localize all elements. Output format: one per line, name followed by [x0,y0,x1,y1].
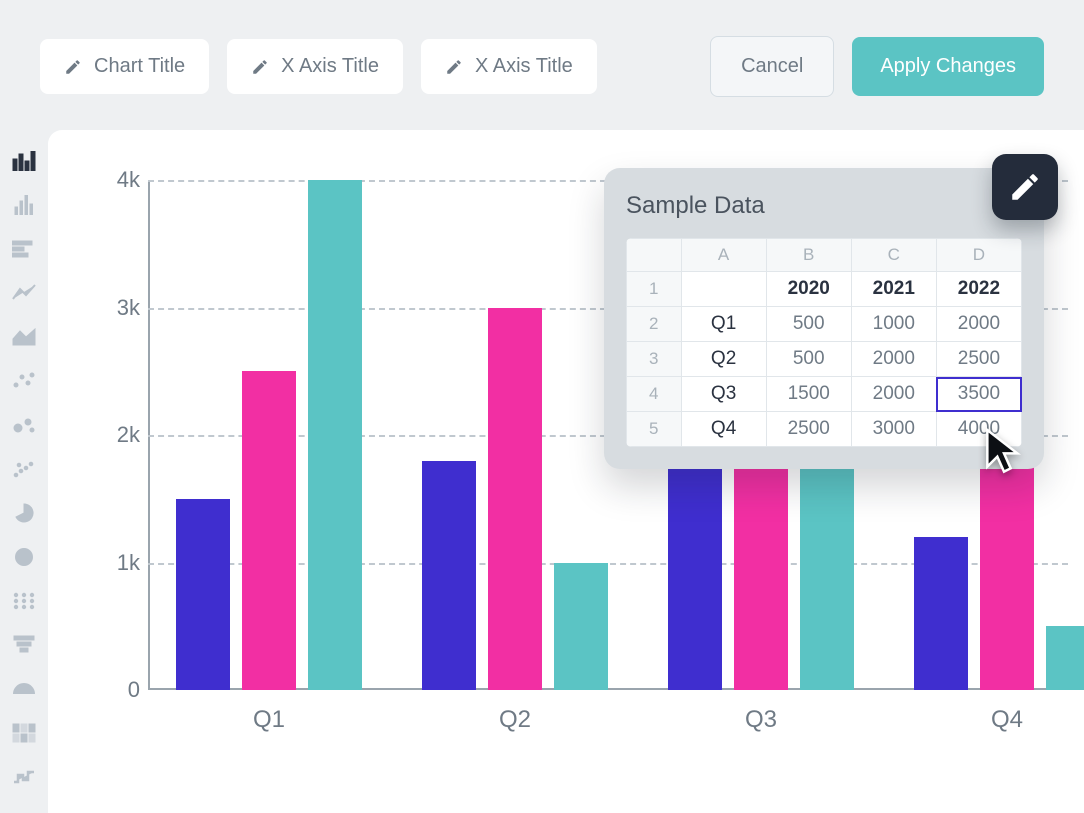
grid-icon[interactable] [10,590,38,612]
cell[interactable]: Q4 [681,412,766,447]
bubble-icon[interactable] [10,414,38,436]
bar[interactable] [800,448,854,690]
cell[interactable]: Q2 [681,342,766,377]
x-axis-title-button-a[interactable]: X Axis Title [227,39,403,94]
pencil-icon [1008,170,1042,204]
heatmap-icon[interactable] [10,722,38,744]
y-tick-label: 3k [96,295,140,321]
chart-type-rail [0,130,48,813]
y-tick-label: 0 [96,677,140,703]
col-header[interactable]: B [766,239,851,272]
pie-icon[interactable] [10,502,38,524]
hbar-icon[interactable] [10,238,38,260]
cell[interactable]: 500 [766,342,851,377]
col-header[interactable] [627,239,682,272]
chart-title-button[interactable]: Chart Title [40,39,209,94]
cell[interactable] [681,272,766,307]
bar[interactable] [980,448,1034,690]
cell[interactable]: 2021 [851,272,936,307]
cell[interactable]: Q3 [681,377,766,412]
col-header[interactable]: C [851,239,936,272]
cancel-button[interactable]: Cancel [710,36,834,97]
scatter-icon[interactable] [10,370,38,392]
cell[interactable]: 2000 [851,342,936,377]
data-sheet[interactable]: ABCD12020202120222Q1500100020003Q2500200… [626,238,1022,447]
line-icon[interactable] [10,282,38,304]
y-tick-label: 4k [96,167,140,193]
col-header[interactable]: A [681,239,766,272]
y-tick-label: 2k [96,422,140,448]
bar[interactable] [176,499,230,690]
cell[interactable]: 2000 [851,377,936,412]
funnel-icon[interactable] [10,634,38,656]
x-axis-title-label-a: X Axis Title [281,55,379,78]
sample-data-panel: Sample Data ABCD12020202120222Q150010002… [604,168,1044,469]
cell[interactable]: Q1 [681,307,766,342]
bar[interactable] [914,537,968,690]
chart-title-label: Chart Title [94,55,185,78]
bar[interactable] [1046,626,1084,690]
waterfall-icon[interactable] [10,766,38,788]
bar[interactable] [308,180,362,690]
pencil-icon [445,58,463,76]
pencil-icon [251,58,269,76]
cell[interactable]: 2500 [936,342,1021,377]
cell[interactable]: 500 [766,307,851,342]
cell[interactable]: 2022 [936,272,1021,307]
cell[interactable]: 1000 [851,307,936,342]
column-spark-icon[interactable] [10,194,38,216]
area-icon[interactable] [10,326,38,348]
row-header[interactable]: 3 [627,342,682,377]
cell[interactable]: 2500 [766,412,851,447]
x-tick-label: Q4 [991,706,1023,734]
bar[interactable] [668,448,722,690]
cell[interactable]: 2000 [936,307,1021,342]
cell[interactable]: 3000 [851,412,936,447]
toolbar: Chart Title X Axis Title X Axis Title Ca… [0,0,1084,133]
bar[interactable] [554,563,608,691]
bar[interactable] [734,448,788,690]
bar[interactable] [488,308,542,691]
x-tick-label: Q3 [745,706,777,734]
x-tick-label: Q1 [253,706,285,734]
bar[interactable] [422,461,476,691]
donut-icon[interactable] [10,546,38,568]
apply-button[interactable]: Apply Changes [852,37,1044,96]
sample-data-title: Sample Data [626,192,1022,220]
y-tick-label: 1k [96,550,140,576]
gauge-icon[interactable] [10,678,38,700]
pencil-icon [64,58,82,76]
bar[interactable] [242,371,296,690]
row-header[interactable]: 4 [627,377,682,412]
row-header[interactable]: 5 [627,412,682,447]
cell[interactable]: 4000 [936,412,1021,447]
edit-data-button[interactable] [992,154,1058,220]
x-axis-title-button-b[interactable]: X Axis Title [421,39,597,94]
x-axis-title-label-b: X Axis Title [475,55,573,78]
x-tick-label: Q2 [499,706,531,734]
row-header[interactable]: 1 [627,272,682,307]
cell[interactable]: 3500 [936,377,1021,412]
cell[interactable]: 2020 [766,272,851,307]
row-header[interactable]: 2 [627,307,682,342]
bar-chart-icon[interactable] [10,150,38,172]
cell[interactable]: 1500 [766,377,851,412]
col-header[interactable]: D [936,239,1021,272]
dot-plot-icon[interactable] [10,458,38,480]
